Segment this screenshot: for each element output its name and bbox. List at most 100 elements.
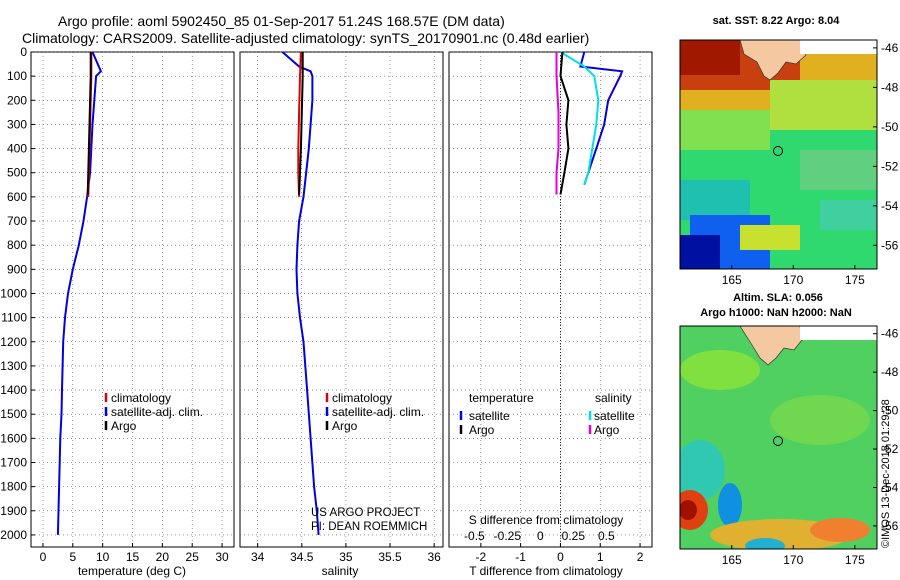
series-s-argo [555, 52, 560, 195]
temperature-xlabel: temperature (deg C) [78, 564, 186, 578]
y-tick-label: 1500 [0, 407, 27, 421]
x-tick-label: 30 [215, 550, 229, 564]
salinity-annotation-2: PI: DEAN ROEMMICH [311, 521, 427, 533]
map-lat-label: -50 [881, 120, 899, 134]
legend-label: climatology [332, 391, 392, 405]
map-lon-label: 165 [722, 553, 742, 567]
series-climatology [297, 51, 302, 197]
y-tick-label: 1000 [0, 286, 27, 300]
map-lat-label: -52 [881, 442, 899, 456]
x-tick-label: 5 [69, 550, 76, 564]
x-tick-label: 0 [557, 550, 564, 564]
y-tick-label: 200 [7, 93, 27, 107]
salinity-annotation-1: US ARGO PROJECT [311, 507, 420, 519]
title-line-2: Climatology: CARS2009. Satellite-adjuste… [22, 30, 590, 46]
legend-label: satellite [594, 409, 635, 423]
x-tick-label: 34.5 [290, 550, 314, 564]
sst-argo-marker [773, 146, 783, 156]
legend-label: satellite-adj. clim. [332, 405, 424, 419]
map-lat-label: -48 [881, 365, 899, 379]
x-tick-label: -1 [515, 550, 526, 564]
x-tick-label: -2 [476, 550, 487, 564]
map-lat-label: -52 [881, 159, 899, 173]
map-lat-label: -56 [881, 519, 899, 533]
sla-field [680, 326, 877, 549]
x2-tick-label: 0.5 [598, 529, 615, 543]
y-tick-label: 1700 [0, 455, 27, 469]
imos-stamp: ©IMOS 13-Dec-2018 01:29:28 [880, 399, 892, 548]
x-tick-label: 15 [126, 550, 140, 564]
x2-tick-label: 0 [537, 529, 544, 543]
map-lat-label: -50 [881, 404, 899, 418]
series-satellite-adj-clim- [56, 51, 103, 535]
sst-map: sat. SST: 8.22 Argo: 8.04 -46 -48 -50 -52 -5… [679, 15, 899, 287]
series-t-satellite [579, 51, 624, 186]
temperature-panel: 0100200300400500600700800900100011001200… [0, 45, 235, 578]
sla-map-title-1: Altim. SLA: 0.056 [733, 292, 823, 304]
sst-map-title: sat. SST: 8.22 Argo: 8.04 [713, 15, 841, 27]
legend-label: climatology [111, 391, 171, 405]
legend-title-temperature: temperature [469, 391, 534, 405]
y-tick-label: 1400 [0, 383, 27, 397]
map-lon-label: 175 [845, 553, 865, 567]
map-lat-label: -46 [881, 41, 899, 55]
x-tick-label: 0 [40, 550, 47, 564]
y-tick-label: 800 [7, 238, 27, 252]
y-tick-label: 1300 [0, 359, 27, 373]
sla-argo-marker [773, 436, 783, 446]
map-lon-label: 170 [783, 273, 803, 287]
y-tick-label: 1100 [1, 311, 27, 325]
s-difference-xlabel: S difference from climatology [469, 513, 624, 527]
map-lat-label: -48 [881, 80, 899, 94]
series-s-satellite [559, 51, 600, 186]
t-difference-xlabel: T difference from climatology [469, 564, 623, 578]
map-lat-label: -56 [881, 238, 899, 252]
y-tick-label: 1900 [0, 504, 27, 518]
x-tick-label: 35 [339, 550, 353, 564]
x-tick-label: 1 [597, 550, 604, 564]
legend-label: satellite-adj. clim. [111, 405, 203, 419]
x2-tick-label: -0.25 [494, 529, 522, 543]
legend-label: Argo [111, 419, 137, 433]
x-tick-label: 10 [96, 550, 110, 564]
y-tick-label: 400 [7, 142, 27, 156]
legend-title-salinity: salinity [595, 391, 632, 405]
title-line-1: Argo profile: aoml 5902450_85 01-Sep-201… [58, 13, 505, 29]
y-tick-label: 100 [7, 69, 27, 83]
y-tick-label: 1600 [0, 431, 27, 445]
sst-field [680, 40, 877, 269]
x2-tick-label: 0.25 [562, 529, 586, 543]
salinity-xlabel: salinity [322, 564, 359, 578]
y-tick-label: 300 [7, 117, 27, 131]
legend-label: Argo [332, 419, 358, 433]
x-tick-label: 2 [637, 550, 644, 564]
map-lat-label: -54 [881, 480, 899, 494]
legend-label: Argo [594, 423, 620, 437]
y-tick-label: 600 [7, 190, 27, 204]
map-lat-label: -54 [881, 199, 899, 213]
sla-map-title-2: Argo h1000: NaN h2000: NaN [700, 307, 852, 319]
series-argo [86, 52, 92, 195]
x-tick-label: 34 [251, 550, 265, 564]
x-tick-label: 20 [156, 550, 170, 564]
y-tick-label: 1200 [0, 335, 27, 349]
salinity-panel: 34 34.5 35 35.5 36 climatologysatellite-adj.… [239, 51, 444, 578]
legend-label: satellite [469, 409, 510, 423]
x2-tick-label: -0.5 [464, 529, 485, 543]
difference-panel: -2 -1 0 1 2 -0.5 -0.25 0 0.25 0.5 temperature sal… [448, 51, 653, 578]
series-satellite-adj-clim- [281, 51, 320, 535]
y-tick-label: 2000 [0, 528, 27, 542]
y-tick-label: 1800 [0, 480, 27, 494]
y-tick-label: 0 [20, 45, 27, 59]
map-lon-label: 165 [722, 273, 742, 287]
map-lon-label: 175 [845, 273, 865, 287]
sla-map: Altim. SLA: 0.056 Argo h1000: NaN h2000:… [679, 292, 899, 567]
y-tick-label: 500 [7, 166, 27, 180]
y-tick-label: 900 [7, 262, 27, 276]
map-lon-label: 170 [783, 553, 803, 567]
y-tick-label: 700 [7, 214, 27, 228]
x-tick-label: 35.5 [378, 550, 402, 564]
x-tick-label: 36 [427, 550, 441, 564]
map-lat-label: -46 [881, 327, 899, 341]
